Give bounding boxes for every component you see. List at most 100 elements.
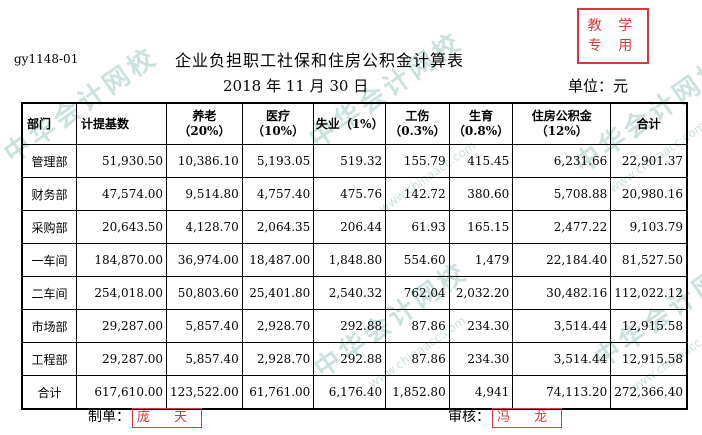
stamp-line-2: 专 用: [587, 38, 639, 54]
amount-cell: 292.88: [313, 342, 387, 376]
maker-signature: 制单：庞 天: [88, 406, 203, 428]
amount-cell: 9,514.80: [166, 177, 243, 211]
column-header: 住房公积金 （12%）: [512, 102, 612, 145]
amount-cell: 554.60: [385, 243, 450, 277]
amount-cell: 254,018.00: [75, 276, 168, 310]
amount-cell: 234.30: [448, 342, 514, 376]
amount-cell: 12,915.58: [610, 309, 688, 343]
column-header: 工伤 （0.3%）: [385, 102, 450, 145]
amount-cell: 2,928.70: [241, 342, 315, 376]
checker-name: 冯 龙: [492, 408, 563, 428]
amount-cell: 184,870.00: [75, 243, 168, 277]
document-code: gy1148-01: [14, 52, 79, 66]
table-header-row: 部门 计提基数 养老 （20%） 医疗 （10%） 失业（1%） 工伤 （0.3%） 生育 （0.8…: [21, 102, 688, 145]
amount-cell: 1,852.80: [385, 375, 450, 410]
column-header: 部门: [21, 102, 77, 145]
amount-cell: 9,103.79: [610, 210, 688, 244]
amount-cell: 29,287.00: [75, 309, 168, 343]
amount-cell: 5,708.88: [512, 177, 612, 211]
amount-cell: 2,477.22: [512, 210, 612, 244]
column-header-label: 工伤: [405, 109, 430, 123]
column-header-label: 生育: [468, 109, 493, 123]
column-header-rate: （0.3%）: [389, 124, 446, 138]
amount-cell: 51,930.50: [75, 144, 168, 178]
table-row: 采购部 20,643.50 4,128.70 2,064.35 206.44 61.93 1…: [21, 210, 688, 244]
amount-cell: 4,941: [448, 375, 514, 410]
amount-cell: 5,857.40: [166, 309, 243, 343]
department-cell: 合计: [21, 375, 77, 410]
table-row: 一车间 184,870.00 36,974.00 18,487.00 1,848.80 5…: [21, 243, 688, 277]
amount-cell: 762.04: [385, 276, 450, 310]
amount-cell: 5,193.05: [241, 144, 315, 178]
column-header-label: 合计: [636, 116, 661, 131]
table-body: 管理部 51,930.50 10,386.10 5,193.05 519.32 155.7…: [21, 144, 688, 410]
amount-cell: 4,757.40: [241, 177, 315, 211]
department-cell: 市场部: [21, 309, 77, 343]
checker-label: 审核：: [448, 409, 490, 425]
column-header: 失业（1%）: [313, 102, 387, 145]
department-cell: 财务部: [21, 177, 77, 211]
column-header-label: 医疗: [266, 109, 291, 123]
amount-cell: 30,482.16: [512, 276, 612, 310]
column-header: 计提基数: [75, 102, 168, 145]
amount-cell: 272,366.40: [610, 375, 688, 410]
amount-cell: 165.15: [448, 210, 514, 244]
amount-cell: 234.30: [448, 309, 514, 343]
department-cell: 二车间: [21, 276, 77, 310]
amount-cell: 36,974.00: [166, 243, 243, 277]
amount-cell: 2,064.35: [241, 210, 315, 244]
department-cell: 工程部: [21, 342, 77, 376]
amount-cell: 1,479: [448, 243, 514, 277]
stamp-line-1: 教 学: [587, 18, 639, 34]
amount-cell: 4,128.70: [166, 210, 243, 244]
amount-cell: 12,915.58: [610, 342, 688, 376]
table-row: 市场部 29,287.00 5,857.40 2,928.70 292.88 87.86 2…: [21, 309, 688, 343]
amount-cell: 415.45: [448, 144, 514, 178]
amount-cell: 519.32: [313, 144, 387, 178]
table-row: 管理部 51,930.50 10,386.10 5,193.05 519.32 155.7…: [21, 144, 688, 178]
document-date: 2018 年 11 月 30 日: [223, 77, 369, 95]
amount-cell: 61.93: [385, 210, 450, 244]
amount-cell: 155.79: [385, 144, 450, 178]
column-header-label: 部门: [27, 116, 52, 131]
column-header-label: 计提基数: [81, 116, 130, 131]
amount-cell: 20,980.16: [610, 177, 688, 211]
amount-cell: 380.60: [448, 177, 514, 211]
checker-signature: 审核：冯 龙: [448, 406, 563, 428]
table-row: 二车间 254,018.00 50,803.60 25,401.80 2,540.32 7…: [21, 276, 688, 310]
amount-cell: 87.86: [385, 342, 450, 376]
column-header-label: 住房公积金: [531, 109, 592, 123]
amount-cell: 112,022.12: [610, 276, 688, 310]
table-row: 工程部 29,287.00 5,857.40 2,928.70 292.88 87.86 2…: [21, 342, 688, 376]
social-insurance-table: 部门 计提基数 养老 （20%） 医疗 （10%） 失业（1%） 工伤 （0.3%） 生育 （0.8…: [21, 102, 688, 410]
amount-cell: 206.44: [313, 210, 387, 244]
department-cell: 一车间: [21, 243, 77, 277]
column-header: 医疗 （10%）: [241, 102, 315, 145]
amount-cell: 29,287.00: [75, 342, 168, 376]
amount-cell: 22,901.37: [610, 144, 688, 178]
amount-cell: 2,928.70: [241, 309, 315, 343]
currency-unit: 单位：元: [568, 77, 629, 95]
amount-cell: 50,803.60: [166, 276, 243, 310]
maker-name: 庞 天: [132, 408, 203, 428]
amount-cell: 1,848.80: [313, 243, 387, 277]
amount-cell: 22,184.40: [512, 243, 612, 277]
column-header-rate: （20%）: [178, 124, 231, 138]
amount-cell: 10,386.10: [166, 144, 243, 178]
amount-cell: 61,761.00: [241, 375, 315, 410]
amount-cell: 2,032.20: [448, 276, 514, 310]
amount-cell: 3,514.44: [512, 342, 612, 376]
table-row: 财务部 47,574.00 9,514.80 4,757.40 475.76 142.72…: [21, 177, 688, 211]
amount-cell: 47,574.00: [75, 177, 168, 211]
amount-cell: 6,231.66: [512, 144, 612, 178]
amount-cell: 6,176.40: [313, 375, 387, 410]
maker-label: 制单：: [88, 409, 130, 425]
amount-cell: 81,527.50: [610, 243, 688, 277]
amount-cell: 5,857.40: [166, 342, 243, 376]
amount-cell: 20,643.50: [75, 210, 168, 244]
amount-cell: 2,540.32: [313, 276, 387, 310]
column-header: 生育 （0.8%）: [448, 102, 514, 145]
amount-cell: 123,522.00: [166, 375, 243, 410]
amount-cell: 25,401.80: [241, 276, 315, 310]
amount-cell: 87.86: [385, 309, 450, 343]
